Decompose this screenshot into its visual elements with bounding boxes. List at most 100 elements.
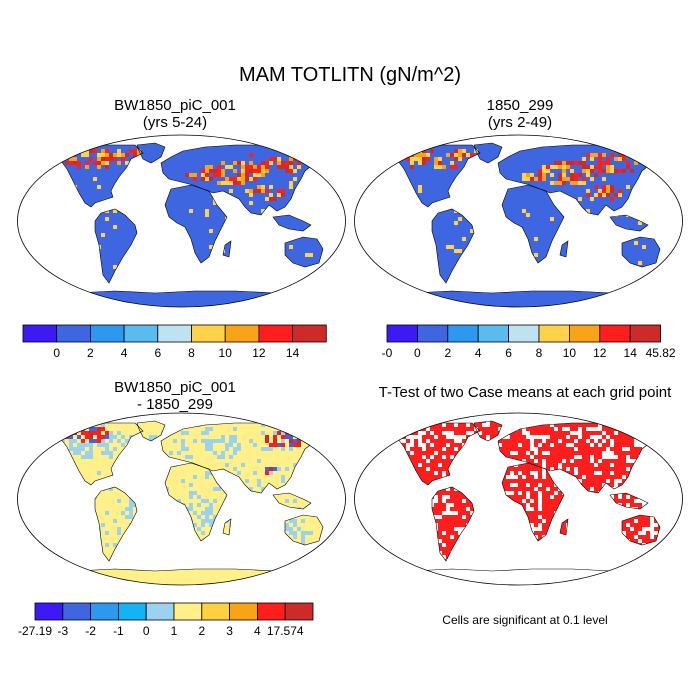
- coastline-africa: [501, 184, 565, 264]
- coastline-seasia: [272, 214, 312, 232]
- colorbar-tick-label: -0: [382, 346, 393, 360]
- figure-title: MAM TOTLITN (gN/m^2): [239, 64, 461, 86]
- coastline-australia: [284, 514, 324, 546]
- coastline-samerica: [94, 208, 138, 284]
- coastline-nz: [667, 538, 675, 552]
- colorbar-swatch: [229, 602, 258, 621]
- colorbar-swatch: [416, 324, 449, 343]
- coastline-nz: [667, 260, 675, 274]
- colorbar-swatch: [118, 602, 147, 621]
- colorbar-tick-label: 2: [198, 624, 205, 638]
- colorbar-tick-label: 0: [53, 346, 60, 360]
- landmass-nz: [331, 261, 337, 273]
- colorbar-tick-label: 10: [563, 346, 577, 360]
- colorbar-tick-label: 0: [143, 624, 150, 638]
- landmass-greenland: [137, 143, 165, 163]
- landmass-nz: [668, 261, 674, 273]
- panel-1-title-line1: BW1850_piC_001: [114, 97, 236, 114]
- landmass-africa: [165, 185, 227, 263]
- coastline-seasia: [609, 214, 649, 232]
- coastline-madagascar: [222, 240, 232, 258]
- panel-4-title: T-Test of two Case means at each grid po…: [378, 384, 672, 401]
- colorbar-tick-label: 14: [286, 346, 300, 360]
- panel-2-title: 1850_299 (yrs 2-49): [420, 97, 620, 131]
- landmass-nz: [331, 539, 337, 551]
- colorbar-tick-label: 17.574: [267, 624, 304, 638]
- coastline-africa: [164, 184, 228, 264]
- coastline-nz: [330, 538, 338, 552]
- landmass-antarctica: [45, 569, 327, 585]
- map-border: [17, 134, 346, 308]
- coastline-samerica: [94, 486, 138, 562]
- panel-1-title: BW1850_piC_001 (yrs 5-24): [75, 97, 275, 131]
- panel-3-title-line2: - 1850_299: [137, 396, 213, 413]
- colorbar-tick-label: 45.82: [646, 346, 676, 360]
- landmass-seasia: [273, 215, 311, 231]
- colorbar-tick-label: 1: [171, 624, 178, 638]
- colorbar-swatch: [157, 324, 192, 343]
- colorbar-tick-label: 8: [536, 346, 543, 360]
- colorbar-difference: -27.19 -3 -2 -1 0 1 2 3 4 17.574: [18, 602, 314, 638]
- panel-1-title-line2: (yrs 5-24): [142, 114, 208, 131]
- coastline-greenland: [136, 142, 166, 164]
- coastline-australia: [284, 236, 324, 268]
- colorbar-swatch: [173, 602, 203, 621]
- colorbar-swatch: [629, 324, 661, 343]
- colorbar-swatch: [447, 324, 479, 343]
- colorbar-tick-label: -2: [85, 624, 96, 638]
- coastline-nz: [330, 260, 338, 274]
- colorbar-tick-label: 14: [624, 346, 638, 360]
- landmass-greenland: [474, 143, 502, 163]
- colorbar-swatch: [258, 324, 293, 343]
- landmass-samerica: [95, 209, 137, 283]
- colorbar-tick-label: 0: [414, 346, 421, 360]
- panel-3-title: BW1850_piC_001 - 1850_299: [75, 379, 275, 413]
- landmass-samerica: [95, 487, 137, 561]
- colorbar-swatch: [191, 324, 226, 343]
- colorbar-swatch: [56, 324, 91, 343]
- data-field: [390, 149, 646, 273]
- colorbar-tick-label: 6: [505, 346, 512, 360]
- colorbar-case2: -0 0 2 4 6 8 10 12 14 45.82: [382, 324, 676, 360]
- map-panel-case2: [354, 134, 683, 308]
- landmass-greenland: [137, 421, 165, 441]
- colorbar-tick-label: 2: [444, 346, 451, 360]
- colorbar-tick-label: -27.19: [18, 624, 52, 638]
- colorbar-swatch: [568, 324, 601, 343]
- landmass-seasia: [273, 493, 311, 509]
- colorbar-swatch: [224, 324, 260, 343]
- landmass-australia: [285, 237, 323, 267]
- coastline-samerica: [431, 486, 475, 562]
- map-border: [17, 412, 346, 586]
- colorbar-tick-label: 3: [226, 624, 233, 638]
- colorbar-swatch: [62, 602, 91, 621]
- colorbar-tick-label: 4: [475, 346, 482, 360]
- colorbar-swatch: [22, 324, 58, 343]
- colorbar-tick-label: 4: [254, 624, 261, 638]
- coastline-greenland: [473, 420, 503, 442]
- colorbar-swatch: [90, 602, 119, 621]
- panel-2-title-line2: (yrs 2-49): [487, 114, 553, 131]
- colorbar-swatch: [256, 602, 286, 621]
- coastline-australia: [621, 514, 661, 546]
- colorbar-swatch: [599, 324, 631, 343]
- colorbar-tick-label: -1: [113, 624, 124, 638]
- colorbar-swatch: [386, 324, 418, 343]
- panel-2-title-line1: 1850_299: [486, 97, 554, 114]
- landmass-nz: [668, 539, 674, 551]
- coastline-seasia: [609, 492, 649, 510]
- landmass-antarctica: [45, 291, 327, 307]
- coastline-madagascar: [559, 518, 569, 536]
- landmass-europe_asia: [161, 423, 320, 493]
- colorbar-tick-label: 10: [219, 346, 233, 360]
- colorbar-case1: 0 2 4 6 8 10 12 14: [22, 324, 327, 360]
- coastline-africa: [501, 462, 565, 542]
- colorbar-tick-label: -3: [57, 624, 68, 638]
- colorbar-swatch: [145, 602, 175, 621]
- coastline-africa: [164, 462, 228, 542]
- coastline-samerica: [431, 208, 475, 284]
- map-panel-case1: [17, 134, 346, 308]
- coastline-greenland: [473, 142, 503, 164]
- map-border: [354, 412, 683, 586]
- panel-3-title-line1: BW1850_piC_001: [114, 379, 236, 396]
